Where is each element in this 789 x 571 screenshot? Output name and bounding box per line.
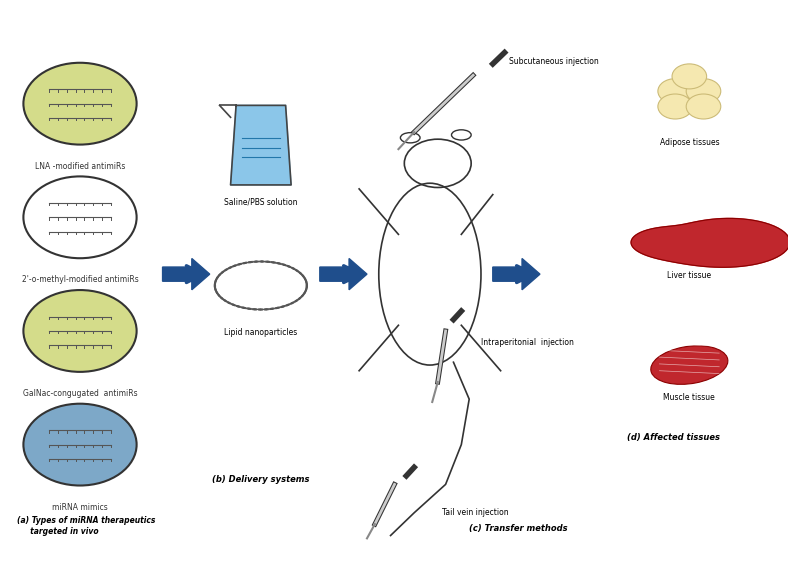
Text: Muscle tissue: Muscle tissue [664,393,715,403]
Text: Tail vein injection: Tail vein injection [442,508,508,517]
Polygon shape [631,218,789,267]
Text: (b) Delivery systems: (b) Delivery systems [212,476,309,484]
Circle shape [686,94,721,119]
Text: (a) Types of miRNA therapeutics
     targeted in vivo: (a) Types of miRNA therapeutics targeted… [17,516,155,536]
Text: Intraperitonial  injection: Intraperitonial injection [481,338,574,347]
Text: GalNac-congugated  antimiRs: GalNac-congugated antimiRs [23,389,137,398]
FancyArrow shape [163,259,210,289]
Circle shape [658,79,693,104]
Text: Lipid nanoparticles: Lipid nanoparticles [224,328,297,337]
Circle shape [24,404,136,485]
Text: Liver tissue: Liver tissue [667,271,712,280]
FancyArrow shape [493,259,540,289]
Polygon shape [230,106,291,185]
Text: Subcutaneous injection: Subcutaneous injection [508,57,598,66]
Circle shape [24,290,136,372]
Text: (d) Affected tissues: (d) Affected tissues [627,433,720,442]
Circle shape [24,176,136,258]
Ellipse shape [651,346,728,384]
Text: LNA -modified antimiRs: LNA -modified antimiRs [35,162,125,171]
Circle shape [672,64,707,89]
Circle shape [24,63,136,144]
Text: Saline/PBS solution: Saline/PBS solution [224,198,297,207]
Circle shape [658,94,693,119]
Text: miRNA mimics: miRNA mimics [52,502,108,512]
Text: 2'-o-methyl-modified antimiRs: 2'-o-methyl-modified antimiRs [21,275,138,284]
Circle shape [686,79,721,104]
Text: Adipose tissues: Adipose tissues [660,138,719,147]
FancyArrow shape [320,259,367,289]
Text: (c) Transfer methods: (c) Transfer methods [469,524,568,533]
